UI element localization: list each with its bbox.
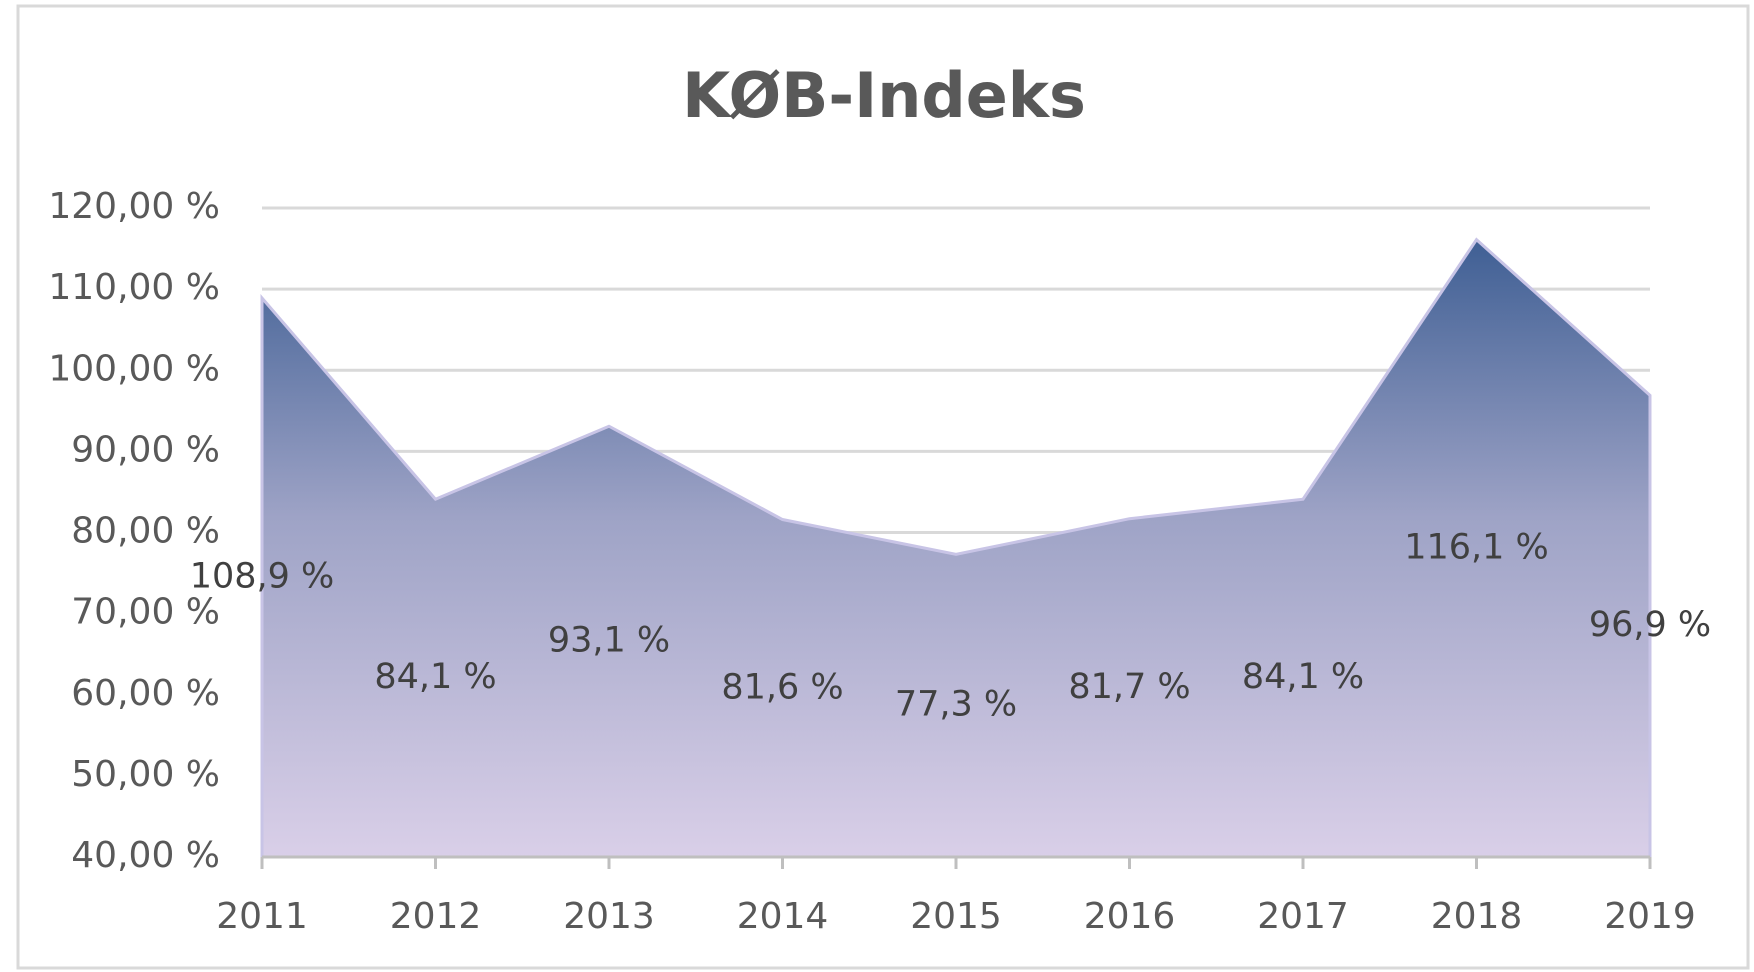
data-label: 81,6 % [721, 667, 843, 707]
area [260, 237, 1652, 859]
data-label: 93,1 % [548, 621, 670, 661]
x-tick-label: 2017 [1257, 896, 1349, 937]
data-label: 81,7 % [1068, 667, 1190, 707]
x-tick-label: 2014 [737, 896, 829, 937]
y-tick-label: 50,00 % [71, 754, 220, 795]
y-tick-label: 40,00 % [71, 835, 220, 876]
data-label: 116,1 % [1404, 527, 1549, 567]
y-tick-label: 100,00 % [48, 348, 220, 389]
y-tick-label: 90,00 % [71, 429, 220, 470]
data-label: 84,1 % [1242, 657, 1364, 697]
chart-title: KØB-Indeks [682, 59, 1086, 132]
y-tick-label: 80,00 % [71, 511, 220, 552]
x-tick-label: 2015 [910, 896, 1002, 937]
y-tick-label: 70,00 % [71, 592, 220, 633]
data-label: 84,1 % [374, 657, 496, 697]
y-tick-label: 60,00 % [71, 673, 220, 714]
x-tick-label: 2012 [390, 896, 482, 937]
data-label: 96,9 % [1589, 605, 1711, 645]
y-tick-label: 110,00 % [48, 267, 220, 308]
x-tick-label: 2018 [1431, 896, 1523, 937]
x-tick-label: 2019 [1604, 896, 1696, 937]
data-label: 77,3 % [895, 685, 1017, 725]
x-tick-label: 2016 [1084, 896, 1176, 937]
y-tick-label: 120,00 % [48, 186, 220, 227]
x-tick-label: 2011 [216, 896, 308, 937]
x-tick-label: 2013 [563, 896, 655, 937]
data-label: 108,9 % [190, 557, 335, 597]
